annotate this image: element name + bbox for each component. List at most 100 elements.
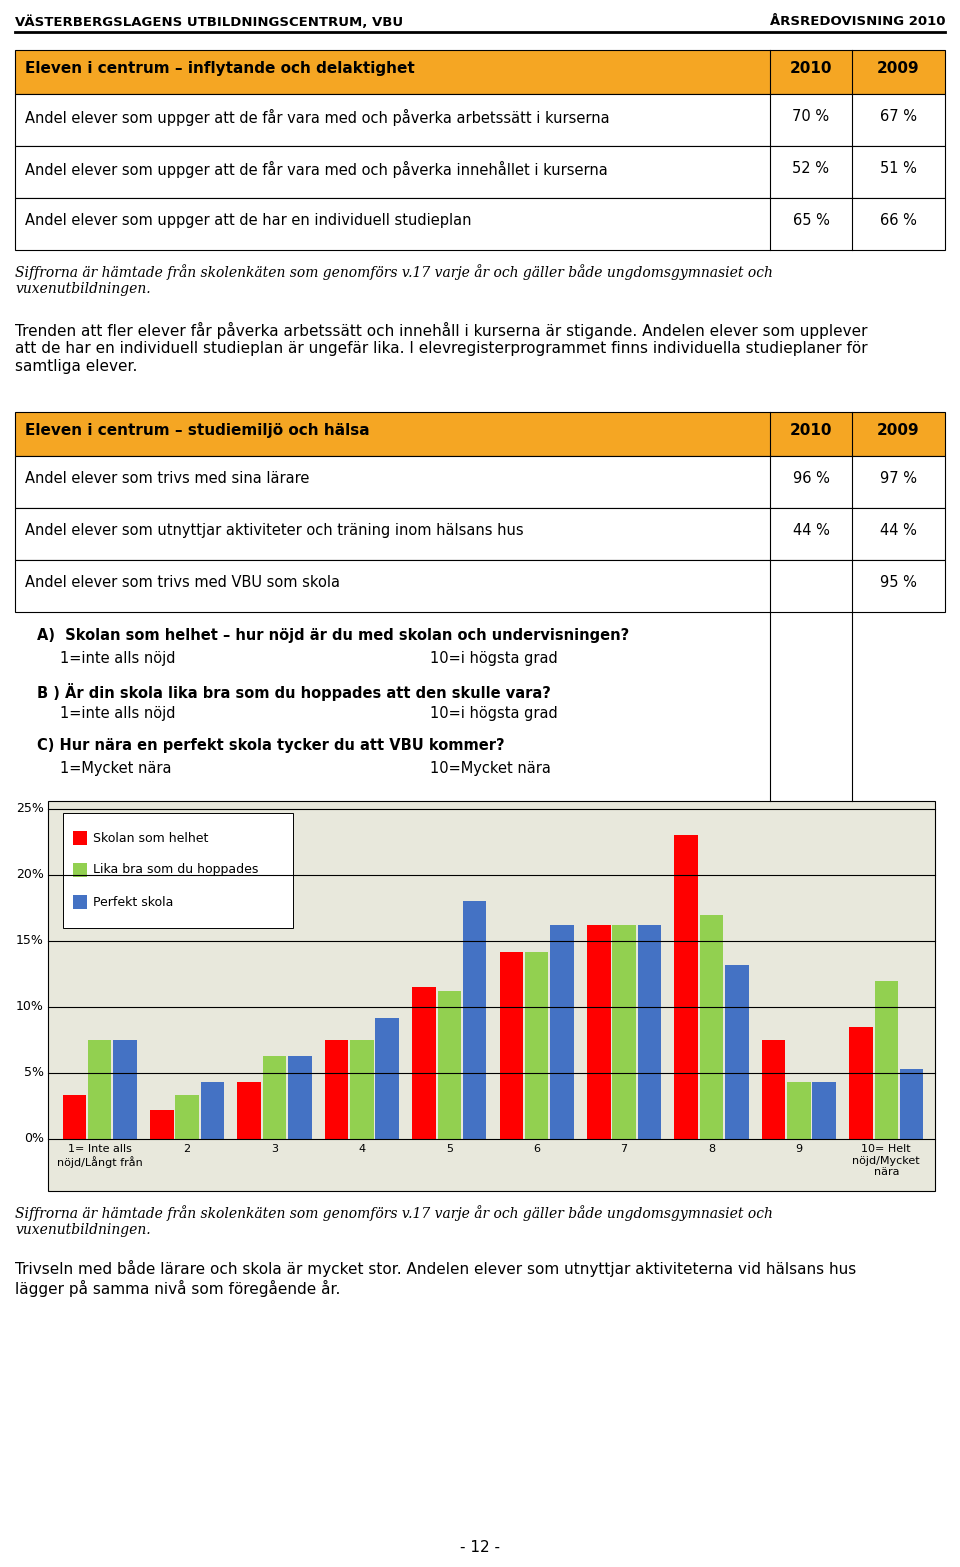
Text: Trenden att fler elever får påverka arbetssätt och innehåll i kurserna är stigan: Trenden att fler elever får påverka arbe… xyxy=(15,321,868,375)
Text: 1=inte alls nöjd: 1=inte alls nöjd xyxy=(60,707,176,721)
Bar xyxy=(637,925,661,1139)
Text: Skolan som helhet: Skolan som helhet xyxy=(93,832,208,845)
Text: 3: 3 xyxy=(271,1144,278,1153)
Bar xyxy=(15,456,945,508)
Bar xyxy=(700,915,723,1139)
Text: 10= Helt
nöjd/Mycket
nära: 10= Helt nöjd/Mycket nära xyxy=(852,1144,920,1177)
Text: Eleven i centrum – inflytande och delaktighet: Eleven i centrum – inflytande och delakt… xyxy=(25,61,415,77)
Bar xyxy=(761,1040,785,1139)
Bar xyxy=(176,1095,199,1139)
Text: Andel elever som trivs med VBU som skola: Andel elever som trivs med VBU som skola xyxy=(25,575,340,591)
Text: 2010: 2010 xyxy=(790,423,832,439)
Text: 66 %: 66 % xyxy=(880,213,917,229)
Bar xyxy=(438,992,461,1139)
Bar xyxy=(324,1040,348,1139)
Bar xyxy=(15,559,945,613)
Text: A)  Skolan som helhet – hur nöjd är du med skolan och undervisningen?: A) Skolan som helhet – hur nöjd är du me… xyxy=(37,628,629,642)
Bar xyxy=(674,835,698,1139)
Text: 1=Mycket nära: 1=Mycket nära xyxy=(60,762,172,776)
Bar xyxy=(15,50,945,94)
Text: Trivseln med både lärare och skola är mycket stor. Andelen elever som utnyttjar : Trivseln med både lärare och skola är my… xyxy=(15,1260,856,1297)
Bar xyxy=(288,1056,312,1139)
Text: 44 %: 44 % xyxy=(880,523,917,537)
Text: 8: 8 xyxy=(708,1144,715,1153)
Bar xyxy=(73,831,87,845)
Bar xyxy=(88,1040,111,1139)
Text: Andel elever som uppger att de får vara med och påverka arbetssätt i kurserna: Andel elever som uppger att de får vara … xyxy=(25,110,610,125)
Bar xyxy=(73,895,87,909)
Text: VÄSTERBERGSLAGENS UTBILDNINGSCENTRUM, VBU: VÄSTERBERGSLAGENS UTBILDNINGSCENTRUM, VB… xyxy=(15,16,403,28)
Text: Eleven i centrum – studiemiljö och hälsa: Eleven i centrum – studiemiljö och hälsa xyxy=(25,423,370,439)
Bar xyxy=(587,925,611,1139)
Text: 2009: 2009 xyxy=(877,423,920,439)
Bar xyxy=(525,951,548,1139)
Bar xyxy=(15,197,945,251)
Bar xyxy=(73,863,87,878)
Bar xyxy=(412,987,436,1139)
Text: 5%: 5% xyxy=(24,1067,44,1080)
Bar xyxy=(15,508,945,559)
Bar xyxy=(15,146,945,197)
Text: B ) Är din skola lika bra som du hoppades att den skulle vara?: B ) Är din skola lika bra som du hoppade… xyxy=(37,683,551,700)
Text: 2010: 2010 xyxy=(790,61,832,77)
Text: 20%: 20% xyxy=(16,868,44,882)
Bar xyxy=(499,951,523,1139)
Text: 51 %: 51 % xyxy=(880,161,917,176)
Text: 10%: 10% xyxy=(16,1000,44,1014)
Text: 15%: 15% xyxy=(16,934,44,948)
Text: 67 %: 67 % xyxy=(880,110,917,124)
Text: 10=Mycket nära: 10=Mycket nära xyxy=(430,762,551,776)
Text: 7: 7 xyxy=(620,1144,628,1153)
Text: C) Hur nära en perfekt skola tycker du att VBU kommer?: C) Hur nära en perfekt skola tycker du a… xyxy=(37,738,505,754)
Text: Andel elever som uppger att de får vara med och påverka innehållet i kurserna: Andel elever som uppger att de får vara … xyxy=(25,161,608,179)
Text: Andel elever som trivs med sina lärare: Andel elever som trivs med sina lärare xyxy=(25,472,309,486)
Bar xyxy=(812,1083,836,1139)
Text: Siffrorna är hämtade från skolenkäten som genomförs v.17 varje år och gäller båd: Siffrorna är hämtade från skolenkäten so… xyxy=(15,1205,773,1236)
Text: - 12 -: - 12 - xyxy=(460,1540,500,1556)
Text: Lika bra som du hoppades: Lika bra som du hoppades xyxy=(93,863,258,876)
Bar xyxy=(201,1083,225,1139)
Bar xyxy=(15,412,945,456)
Bar xyxy=(63,813,293,928)
Text: 25%: 25% xyxy=(16,802,44,815)
Text: Siffrorna är hämtade från skolenkäten som genomförs v.17 varje år och gäller båd: Siffrorna är hämtade från skolenkäten so… xyxy=(15,263,773,296)
Bar xyxy=(900,1069,924,1139)
Text: 0%: 0% xyxy=(24,1133,44,1145)
Text: 1=inte alls nöjd: 1=inte alls nöjd xyxy=(60,650,176,666)
Text: 96 %: 96 % xyxy=(793,472,829,486)
Text: 97 %: 97 % xyxy=(880,472,917,486)
Text: 6: 6 xyxy=(533,1144,540,1153)
Bar xyxy=(350,1040,373,1139)
Bar xyxy=(725,965,749,1139)
Text: 70 %: 70 % xyxy=(792,110,829,124)
Bar xyxy=(787,1083,810,1139)
Text: 10=i högsta grad: 10=i högsta grad xyxy=(430,650,558,666)
Text: Perfekt skola: Perfekt skola xyxy=(93,895,174,909)
Text: 5: 5 xyxy=(445,1144,453,1153)
Text: 9: 9 xyxy=(795,1144,803,1153)
Bar xyxy=(237,1083,261,1139)
Bar xyxy=(850,1026,873,1139)
Text: 52 %: 52 % xyxy=(793,161,829,176)
Text: 10=i högsta grad: 10=i högsta grad xyxy=(430,707,558,721)
Text: 44 %: 44 % xyxy=(793,523,829,537)
Text: 2009: 2009 xyxy=(877,61,920,77)
Bar xyxy=(15,94,945,146)
Text: 4: 4 xyxy=(358,1144,366,1153)
Bar xyxy=(375,1017,399,1139)
Bar xyxy=(463,901,487,1139)
Text: 1= Inte alls
nöjd/Långt från: 1= Inte alls nöjd/Långt från xyxy=(57,1144,143,1167)
Text: 95 %: 95 % xyxy=(880,575,917,591)
Bar xyxy=(550,925,574,1139)
Bar xyxy=(48,801,935,1191)
Bar xyxy=(263,1056,286,1139)
Text: 2: 2 xyxy=(183,1144,191,1153)
Bar xyxy=(150,1109,174,1139)
Bar xyxy=(875,981,899,1139)
Text: Andel elever som utnyttjar aktiviteter och träning inom hälsans hus: Andel elever som utnyttjar aktiviteter o… xyxy=(25,523,523,537)
Bar xyxy=(113,1040,137,1139)
Text: ÅRSREDOVISNING 2010: ÅRSREDOVISNING 2010 xyxy=(770,16,945,28)
Bar xyxy=(62,1095,86,1139)
Text: Andel elever som uppger att de har en individuell studieplan: Andel elever som uppger att de har en in… xyxy=(25,213,471,229)
Text: 65 %: 65 % xyxy=(793,213,829,229)
